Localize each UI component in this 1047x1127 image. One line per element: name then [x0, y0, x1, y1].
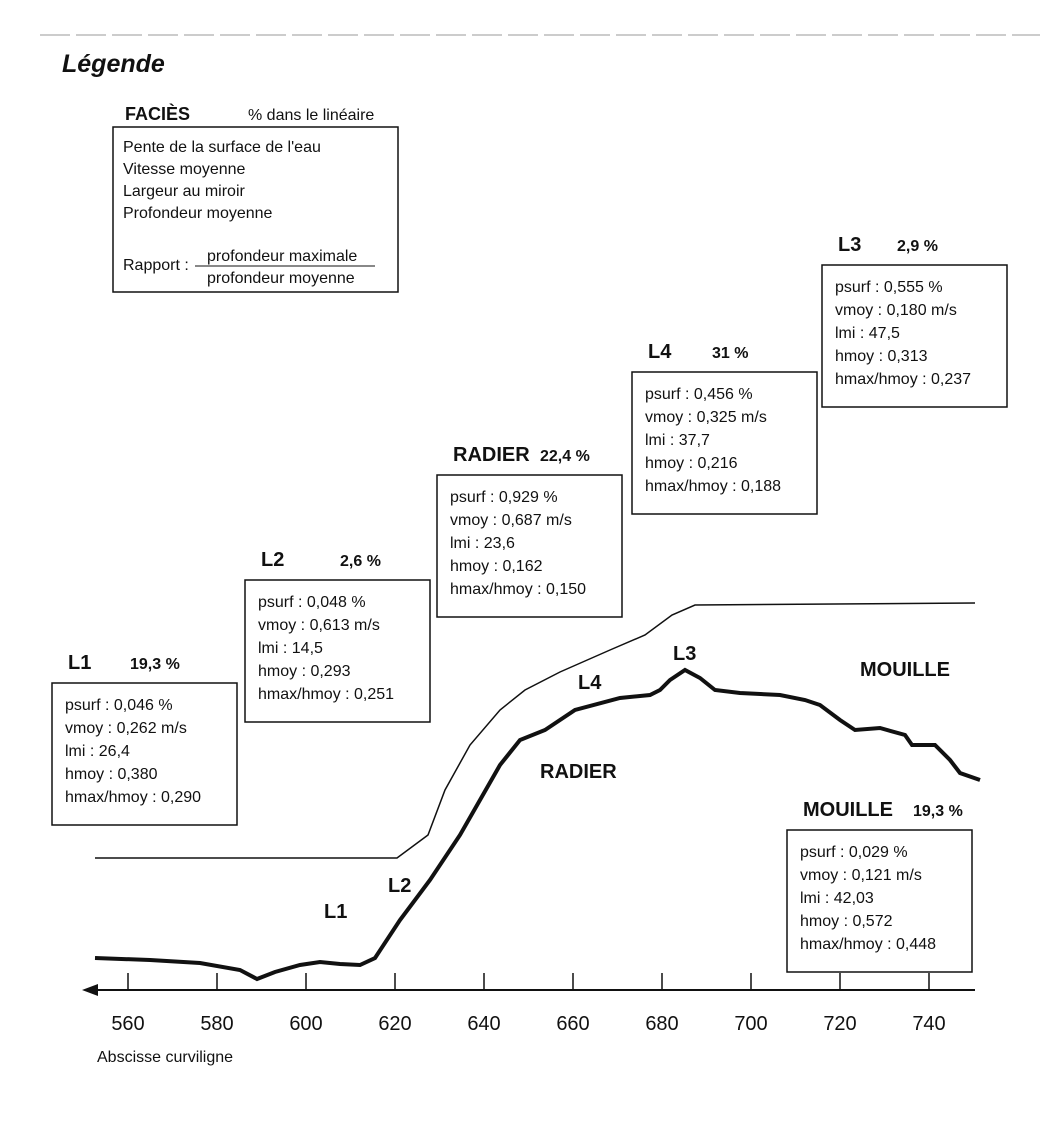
profile-label: L3 — [673, 643, 696, 665]
facies-percent: 2,9 % — [897, 238, 938, 255]
legend-percent: % dans le linéaire — [248, 107, 374, 124]
legend-line: Profondeur moyenne — [123, 205, 273, 222]
profile-label: RADIER — [540, 761, 617, 783]
tick-label: 600 — [289, 1013, 322, 1035]
tick-label: 560 — [111, 1013, 144, 1035]
facies-line: vmoy : 0,262 m/s — [65, 720, 187, 737]
facies-name: L4 — [648, 341, 672, 363]
facies-name: MOUILLE — [803, 799, 893, 821]
axis-arrow — [82, 984, 98, 996]
facies-line: hmoy : 0,162 — [450, 558, 543, 575]
facies-box — [786, 829, 973, 973]
legend-line: Pente de la surface de l'eau — [123, 139, 321, 156]
tick-label: 720 — [823, 1013, 856, 1035]
facies-line: vmoy : 0,180 m/s — [835, 302, 957, 319]
facies-box — [631, 371, 818, 515]
facies-line: vmoy : 0,613 m/s — [258, 617, 380, 634]
legend-line: Vitesse moyenne — [123, 161, 246, 178]
profile-label: L1 — [324, 901, 347, 923]
facies-line: lmi : 23,6 — [450, 535, 515, 552]
facies-line: hmoy : 0,293 — [258, 663, 351, 680]
title: Légende — [62, 50, 165, 78]
tick-label: 580 — [200, 1013, 233, 1035]
facies-percent: 2,6 % — [340, 553, 381, 570]
facies-line: vmoy : 0,325 m/s — [645, 409, 767, 426]
tick-label: 640 — [467, 1013, 500, 1035]
facies-percent: 19,3 % — [913, 803, 963, 820]
facies-line: hmax/hmoy : 0,237 — [835, 371, 971, 388]
facies-name: L3 — [838, 234, 861, 256]
legend-ratio-den: profondeur moyenne — [207, 270, 355, 287]
axis-label: Abscisse curviligne — [97, 1049, 233, 1066]
tick-label: 620 — [378, 1013, 411, 1035]
tick-label: 740 — [912, 1013, 945, 1035]
facies-line: psurf : 0,929 % — [450, 489, 558, 506]
facies-line: hmoy : 0,572 — [800, 913, 893, 930]
facies-percent: 31 % — [712, 345, 748, 362]
facies-line: hmax/hmoy : 0,448 — [800, 936, 936, 953]
facies-line: lmi : 37,7 — [645, 432, 710, 449]
tick-label: 660 — [556, 1013, 589, 1035]
facies-box — [51, 682, 238, 826]
facies-name: L2 — [261, 549, 284, 571]
facies-name: RADIER — [453, 444, 530, 466]
facies-line: hmax/hmoy : 0,150 — [450, 581, 586, 598]
facies-line: psurf : 0,456 % — [645, 386, 753, 403]
facies-line: hmax/hmoy : 0,188 — [645, 478, 781, 495]
facies-line: hmax/hmoy : 0,251 — [258, 686, 394, 703]
facies-line: hmoy : 0,313 — [835, 348, 928, 365]
facies-line: lmi : 26,4 — [65, 743, 130, 760]
facies-percent: 19,3 % — [130, 656, 180, 673]
facies-line: psurf : 0,555 % — [835, 279, 943, 296]
facies-line: psurf : 0,048 % — [258, 594, 366, 611]
facies-percent: 22,4 % — [540, 448, 590, 465]
facies-line: lmi : 14,5 — [258, 640, 323, 657]
facies-line: psurf : 0,046 % — [65, 697, 173, 714]
legend-line: Largeur au miroir — [123, 183, 246, 200]
facies-box — [821, 264, 1008, 408]
profile-label: L4 — [578, 672, 602, 694]
facies-line: vmoy : 0,121 m/s — [800, 867, 922, 884]
facies-line: hmoy : 0,216 — [645, 455, 738, 472]
profile-label: L2 — [388, 875, 411, 897]
facies-name: L1 — [68, 652, 91, 674]
legend-facies: FACIÈS — [125, 103, 190, 124]
facies-line: hmax/hmoy : 0,290 — [65, 789, 201, 806]
facies-line: lmi : 47,5 — [835, 325, 900, 342]
legend-box — [112, 126, 399, 293]
bed-profile — [94, 667, 981, 982]
facies-box — [436, 474, 623, 618]
facies-line: vmoy : 0,687 m/s — [450, 512, 572, 529]
facies-line: psurf : 0,029 % — [800, 844, 908, 861]
profile-label: MOUILLE — [860, 659, 950, 681]
tick-label: 700 — [734, 1013, 767, 1035]
legend-ratio-label: Rapport : — [123, 257, 189, 274]
facies-line: lmi : 42,03 — [800, 890, 874, 907]
water-surface — [95, 602, 976, 859]
facies-line: hmoy : 0,380 — [65, 766, 158, 783]
facies-box — [244, 579, 431, 723]
legend-ratio-num: profondeur maximale — [207, 248, 357, 265]
tick-label: 680 — [645, 1013, 678, 1035]
